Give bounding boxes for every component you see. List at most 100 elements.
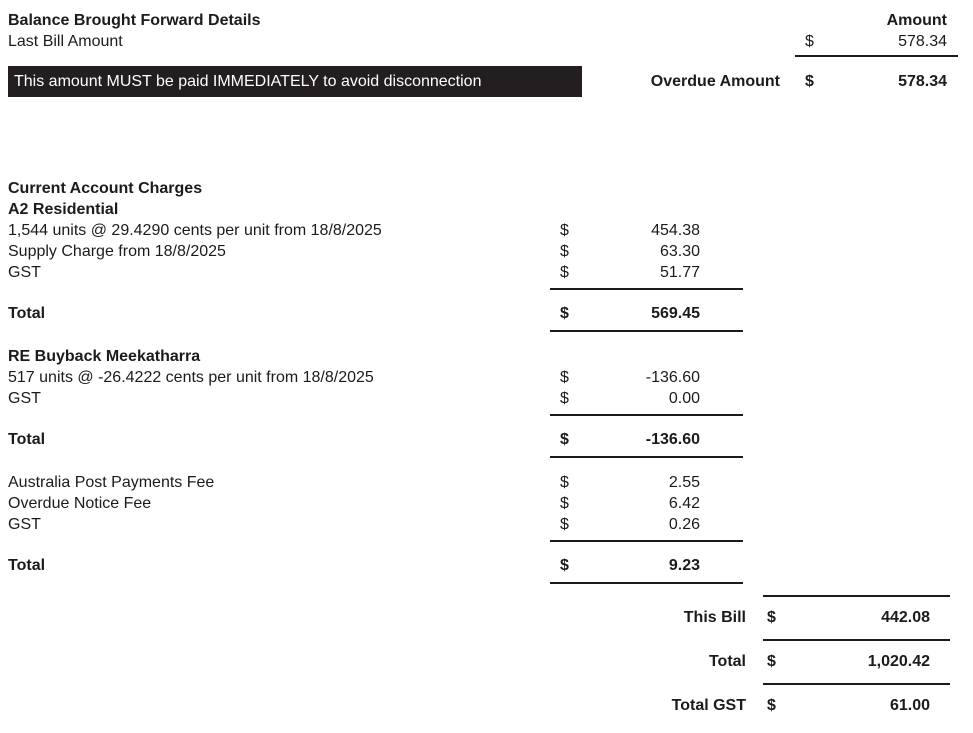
charge-item-amount: $ 454.38	[550, 220, 743, 241]
total-divider	[550, 414, 743, 416]
section-total-row: Total $ 9.23	[0, 555, 973, 576]
section-subheading-row: RE Buyback Meekatharra	[0, 346, 973, 367]
total-divider	[550, 582, 743, 584]
total-gst-label: Total GST	[671, 697, 746, 714]
charge-item-amount: $ 0.00	[550, 388, 743, 409]
last-bill-amount: $ 578.34	[795, 31, 958, 57]
charge-item-row: Overdue Notice Fee $ 6.42	[0, 493, 973, 514]
section-subheading-row: A2 Residential	[0, 199, 973, 220]
currency-symbol: $	[560, 305, 569, 322]
spacer	[743, 303, 973, 324]
spacer	[743, 367, 973, 388]
section-fees: Australia Post Payments Fee $ 2.55 Overd…	[0, 472, 973, 584]
balance-header-row: Balance Brought Forward Details Amount	[0, 10, 973, 31]
currency-symbol: $	[560, 264, 569, 281]
charge-item-amount-value: 0.00	[668, 390, 700, 407]
currency-symbol: $	[560, 369, 569, 386]
currency-symbol: $	[805, 33, 814, 50]
currency-symbol: $	[560, 557, 569, 574]
bill-summary: This Bill $ 442.08 Total $ 1,020.42 Tota…	[0, 595, 973, 716]
section-subheading: RE Buyback Meekatharra	[8, 348, 201, 365]
spacer	[743, 555, 973, 576]
charge-item-label: GST	[8, 264, 41, 281]
section-total-label: Total	[8, 557, 46, 574]
this-bill-label: This Bill	[683, 609, 746, 626]
section-total-amount-value: 569.45	[651, 305, 700, 322]
total-divider	[550, 540, 743, 542]
section-total-amount: $ 569.45	[550, 303, 743, 324]
charge-item-row: 517 units @ -26.4222 cents per unit from…	[0, 367, 973, 388]
section-total-amount-value: 9.23	[668, 557, 700, 574]
charge-item-amount-value: -136.60	[645, 369, 700, 386]
currency-symbol: $	[560, 222, 569, 239]
bill-document: Balance Brought Forward Details Amount L…	[0, 10, 973, 716]
currency-symbol: $	[560, 243, 569, 260]
charge-item-amount-value: 63.30	[659, 243, 700, 260]
spacer	[743, 262, 973, 283]
charge-item-row: Australia Post Payments Fee $ 2.55	[0, 472, 973, 493]
amount-column-header: Amount	[795, 10, 958, 31]
section-re-buyback: RE Buyback Meekatharra 517 units @ -26.4…	[0, 346, 973, 458]
charge-item-label: GST	[8, 516, 41, 533]
total-divider	[550, 288, 743, 290]
spacer	[743, 220, 973, 241]
current-charges-heading: Current Account Charges	[8, 180, 203, 197]
this-bill-amount: $ 442.08	[763, 595, 950, 628]
last-bill-amount-value: 578.34	[898, 33, 947, 50]
currency-symbol: $	[767, 653, 776, 670]
total-divider	[550, 330, 743, 332]
charge-item-amount: $ 51.77	[550, 262, 743, 283]
section-total-amount-value: -136.60	[645, 431, 700, 448]
charge-item-amount: $ 63.30	[550, 241, 743, 262]
charge-item-amount-value: 0.26	[668, 516, 700, 533]
total-gst-amount-value: 61.00	[889, 697, 930, 714]
currency-symbol: $	[560, 516, 569, 533]
last-bill-row: Last Bill Amount $ 578.34	[0, 31, 973, 57]
charge-item-label: Australia Post Payments Fee	[8, 474, 215, 491]
total-divider	[550, 456, 743, 458]
overdue-row: This amount MUST be paid IMMEDIATELY to …	[0, 66, 973, 97]
spacer	[743, 493, 973, 514]
currency-symbol: $	[560, 474, 569, 491]
charge-item-amount-value: 6.42	[668, 495, 700, 512]
charge-item-row: 1,544 units @ 29.4290 cents per unit fro…	[0, 220, 973, 241]
last-bill-label: Last Bill Amount	[8, 33, 123, 50]
section-total-row: Total $ 569.45	[0, 303, 973, 324]
charge-item-row: GST $ 0.26	[0, 514, 973, 535]
charge-item-amount: $ 0.26	[550, 514, 743, 535]
currency-symbol: $	[767, 609, 776, 626]
section-total-amount: $ 9.23	[550, 555, 743, 576]
grand-total-label: Total	[708, 653, 746, 670]
current-charges-heading-row: Current Account Charges	[0, 178, 973, 199]
charge-item-amount: $ -136.60	[550, 367, 743, 388]
overdue-amount: $ 578.34	[795, 71, 958, 92]
charge-item-amount: $ 6.42	[550, 493, 743, 514]
charge-item-row: Supply Charge from 18/8/2025 $ 63.30	[0, 241, 973, 262]
spacer	[743, 429, 973, 450]
currency-symbol: $	[767, 697, 776, 714]
charge-item-label: GST	[8, 390, 41, 407]
this-bill-amount-value: 442.08	[881, 609, 930, 626]
section-total-label: Total	[8, 431, 46, 448]
charge-item-amount: $ 2.55	[550, 472, 743, 493]
section-total-row: Total $ -136.60	[0, 429, 973, 450]
charge-item-row: GST $ 0.00	[0, 388, 973, 409]
disconnection-warning-banner: This amount MUST be paid IMMEDIATELY to …	[8, 66, 582, 97]
charge-item-label: Overdue Notice Fee	[8, 495, 152, 512]
charge-item-amount-value: 51.77	[659, 264, 700, 281]
total-gst-amount: $ 61.00	[763, 683, 950, 716]
grand-total-amount: $ 1,020.42	[763, 639, 950, 672]
currency-symbol: $	[560, 431, 569, 448]
charge-item-label: Supply Charge from 18/8/2025	[8, 243, 226, 260]
charge-item-row: GST $ 51.77	[0, 262, 973, 283]
overdue-amount-label: Overdue Amount	[650, 73, 780, 90]
grand-total-amount-value: 1,020.42	[867, 653, 930, 670]
spacer	[743, 388, 973, 409]
page-title: Balance Brought Forward Details	[8, 12, 261, 29]
section-total-amount: $ -136.60	[550, 429, 743, 450]
overdue-amount-value: 578.34	[898, 73, 947, 90]
section-a2-residential: Current Account Charges A2 Residential 1…	[0, 178, 973, 332]
currency-symbol: $	[560, 390, 569, 407]
spacer	[743, 472, 973, 493]
spacer	[743, 514, 973, 535]
